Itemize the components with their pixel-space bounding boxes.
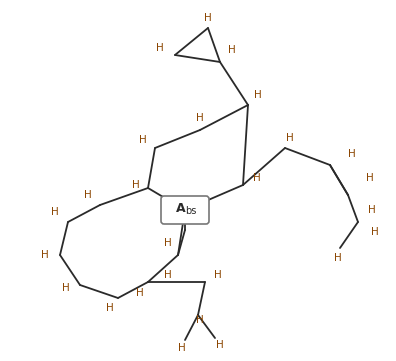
Text: A: A: [176, 203, 186, 216]
Text: H: H: [204, 13, 212, 23]
Text: H: H: [41, 250, 49, 260]
Text: H: H: [371, 227, 379, 237]
Text: H: H: [51, 207, 59, 217]
Text: H: H: [139, 135, 147, 145]
Text: H: H: [253, 173, 261, 183]
Text: H: H: [286, 133, 294, 143]
Text: H: H: [62, 283, 70, 293]
Text: H: H: [254, 90, 262, 100]
Text: H: H: [164, 270, 172, 280]
Text: H: H: [196, 315, 204, 325]
Text: H: H: [164, 238, 172, 248]
Text: H: H: [136, 288, 144, 298]
Text: H: H: [214, 270, 222, 280]
FancyBboxPatch shape: [161, 196, 209, 224]
Text: H: H: [216, 340, 224, 350]
Text: H: H: [348, 149, 356, 159]
Text: H: H: [368, 205, 376, 215]
Text: H: H: [196, 113, 204, 123]
Text: H: H: [84, 190, 92, 200]
Text: H: H: [366, 173, 374, 183]
Text: H: H: [178, 343, 186, 353]
Text: H: H: [334, 253, 342, 263]
Text: bs: bs: [185, 206, 197, 216]
Text: H: H: [156, 43, 164, 53]
Text: H: H: [106, 303, 114, 313]
Text: H: H: [228, 45, 236, 55]
Text: H: H: [132, 180, 140, 190]
